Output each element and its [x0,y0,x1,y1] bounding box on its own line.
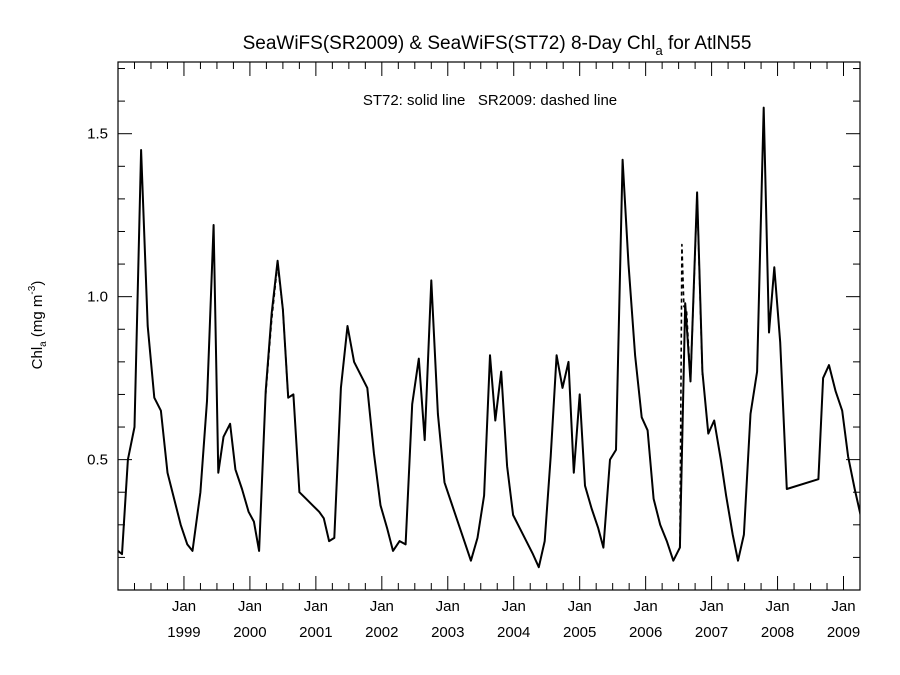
x-tick-label-month: Jan [502,598,526,615]
x-tick-label-year: 2008 [761,624,794,641]
plot-frame [117,61,861,591]
x-tick-label-year: 2000 [233,624,266,641]
x-tick-label-year: 2003 [431,624,464,641]
y-tick-label: 1.0 [87,289,108,306]
x-tick-label-year: 2006 [629,624,662,641]
x-axis-ticks: Jan 1999 Jan 2000 Jan 2001 Jan 2002 Jan 2003 Jan 20… [117,62,861,641]
series-line-st72 [118,106,860,569]
x-tick-label-month: Jan [765,598,789,615]
x-tick-label-month: Jan [436,598,460,615]
x-tick-label-year: 2001 [299,624,332,641]
x-tick-label-year: 2005 [563,624,596,641]
x-tick-label-month: Jan [831,598,855,615]
y-axis-label: Chla (mg m-3) [27,281,49,370]
x-tick-label-year: 2002 [365,624,398,641]
x-tick-label-month: Jan [568,598,592,615]
x-tick-label-year: 2007 [695,624,728,641]
y-tick-label: 0.5 [87,452,108,469]
y-axis-ticks: 0.5 1.0 1.5 [87,68,860,558]
chart-title: SeaWiFS(SR2009) & SeaWiFS(ST72) 8-Day Ch… [243,33,752,58]
x-tick-label-year: 2009 [827,624,860,641]
x-tick-label-month: Jan [700,598,724,615]
series-layer [118,106,860,569]
x-tick-label-year: 1999 [167,624,200,641]
series-line-sr2009 [679,194,704,548]
x-tick-label-month: Jan [370,598,394,615]
y-tick-label: 1.5 [87,126,108,143]
x-tick-label-month: Jan [238,598,262,615]
x-tick-label-month: Jan [634,598,658,615]
legend-annotation: ST72: solid line SR2009: dashed line [363,92,617,109]
x-tick-label-month: Jan [172,598,196,615]
series-line-sr2009 [264,263,289,398]
x-tick-label-month: Jan [304,598,328,615]
x-tick-label-year: 2004 [497,624,530,641]
